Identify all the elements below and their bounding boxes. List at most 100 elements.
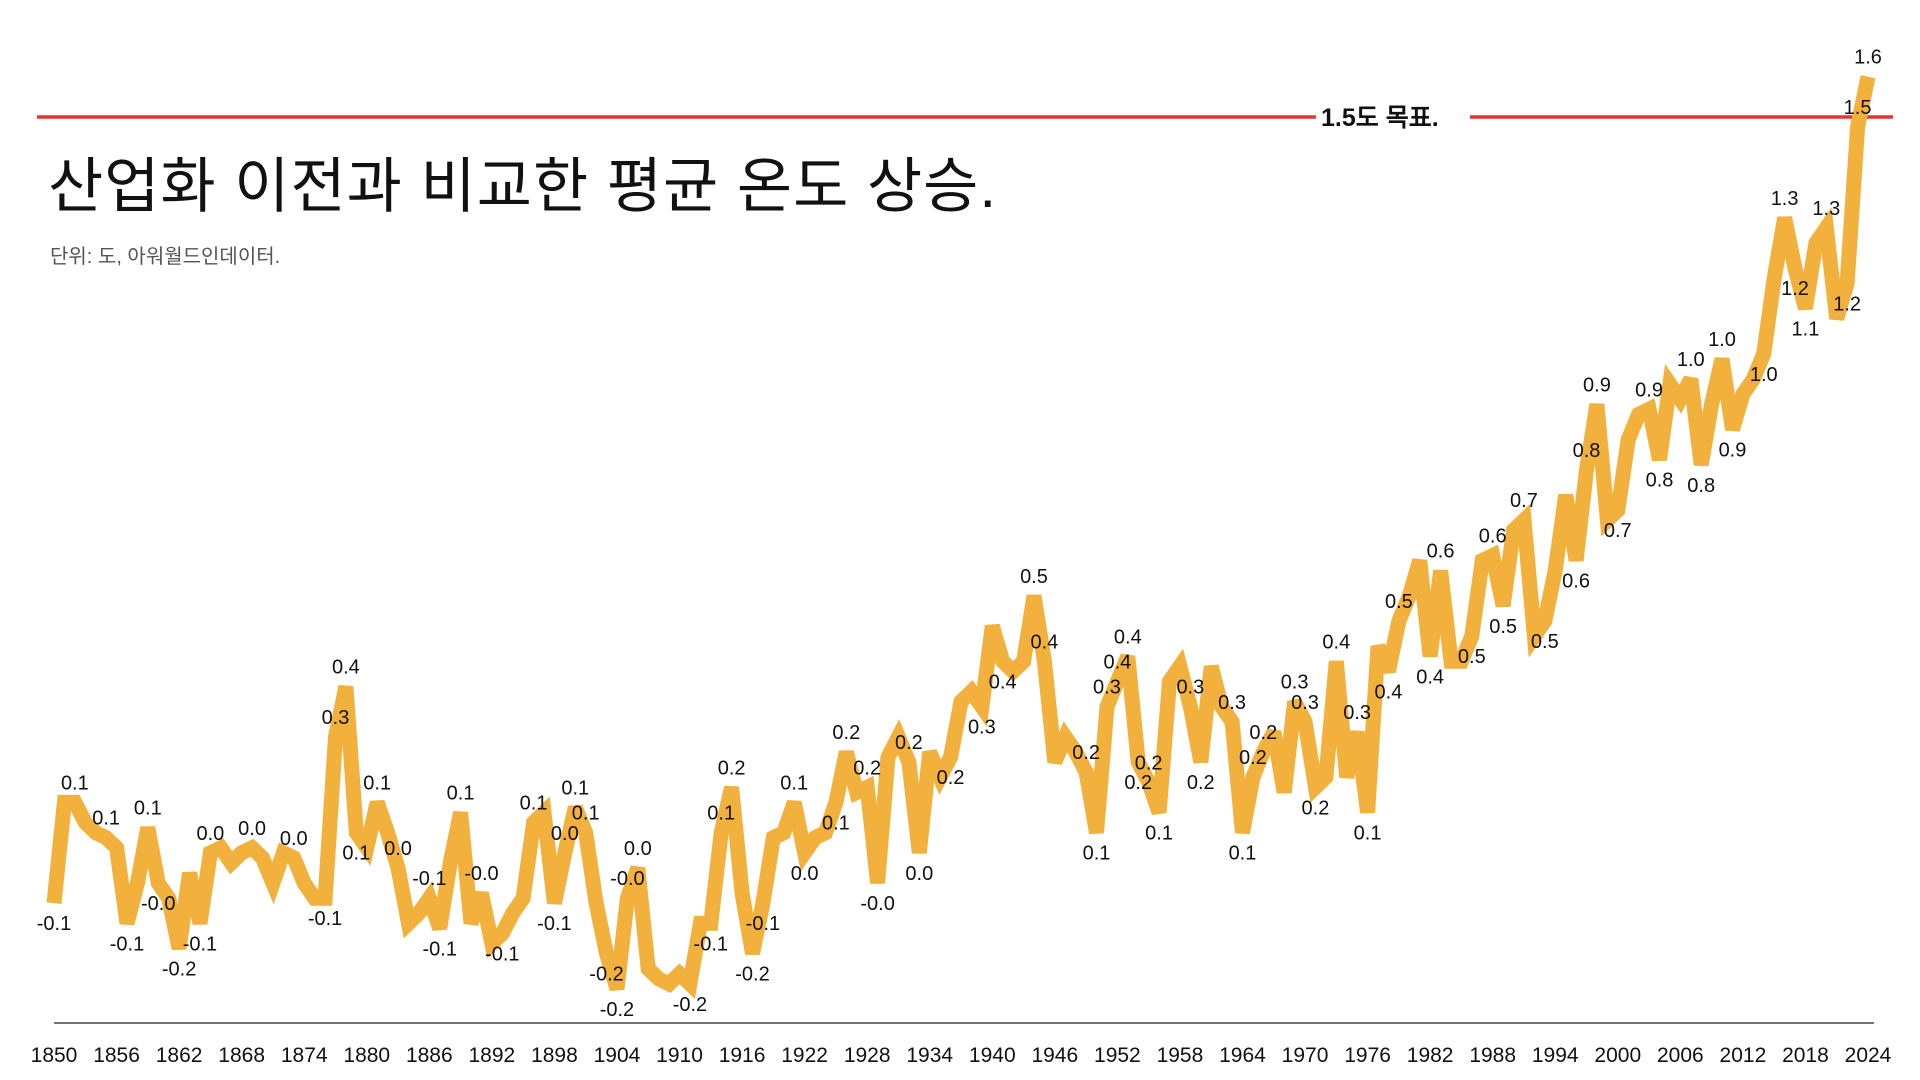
x-tick-label: 2024 bbox=[1845, 1044, 1892, 1067]
x-tick-label: 1994 bbox=[1532, 1044, 1579, 1067]
data-label: 0.1 bbox=[363, 772, 391, 794]
data-label: 0.2 bbox=[853, 757, 881, 779]
data-label: -0.1 bbox=[694, 933, 728, 955]
x-tick-label: 1958 bbox=[1157, 1044, 1204, 1067]
x-tick-label: 2000 bbox=[1594, 1044, 1641, 1067]
data-label: -0.2 bbox=[162, 959, 196, 981]
x-tick-label: 1904 bbox=[594, 1044, 641, 1067]
x-tick-label: 1892 bbox=[469, 1044, 516, 1067]
data-label: 0.2 bbox=[1249, 722, 1277, 744]
data-label: 0.5 bbox=[1489, 616, 1517, 638]
data-label: 0.3 bbox=[968, 717, 996, 739]
x-tick-label: 1916 bbox=[719, 1044, 766, 1067]
data-label: 0.0 bbox=[791, 863, 819, 885]
data-label: 0.3 bbox=[1093, 677, 1121, 699]
chart-subtitle: 단위: 도, 아워월드인데이터. bbox=[50, 246, 281, 268]
temperature-series-line bbox=[46, 75, 1876, 1000]
data-label: 0.7 bbox=[1604, 520, 1632, 542]
data-label: 0.1 bbox=[134, 798, 162, 820]
data-label: -0.1 bbox=[485, 943, 519, 965]
data-label: 1.0 bbox=[1708, 329, 1736, 351]
data-label: 0.1 bbox=[61, 772, 89, 794]
x-tick-label: 1868 bbox=[218, 1044, 265, 1067]
data-label: 1.1 bbox=[1792, 319, 1820, 341]
data-label: -0.1 bbox=[308, 908, 342, 930]
data-label: 0.4 bbox=[1030, 631, 1058, 653]
data-label: 0.4 bbox=[1103, 651, 1131, 673]
x-tick-label: 1874 bbox=[281, 1044, 328, 1067]
data-label: 0.4 bbox=[1416, 666, 1444, 688]
data-label: 0.4 bbox=[1375, 681, 1403, 703]
data-label: 0.1 bbox=[342, 843, 370, 865]
data-label: -0.0 bbox=[141, 893, 175, 915]
data-label: 0.5 bbox=[1531, 631, 1559, 653]
x-tick-label: 1898 bbox=[531, 1044, 578, 1067]
data-label: 0.3 bbox=[1343, 702, 1371, 724]
data-label: 0.9 bbox=[1719, 439, 1747, 461]
data-label: 1.0 bbox=[1750, 364, 1778, 386]
x-tick-label: 2006 bbox=[1657, 1044, 1704, 1067]
data-label: 0.9 bbox=[1583, 374, 1611, 396]
data-labels-group: -0.1 0.1 0.1 -0.1 0.1 -0.0 -0.2 -0.1 0.0 0.0 0.0 -0… bbox=[37, 47, 1882, 1021]
x-tick-label: 1880 bbox=[343, 1044, 390, 1067]
data-label: 0.0 bbox=[905, 863, 933, 885]
data-label: 0.1 bbox=[1354, 823, 1382, 845]
x-tick-label: 1982 bbox=[1407, 1044, 1454, 1067]
data-label: 1.0 bbox=[1677, 349, 1705, 371]
data-label: 0.2 bbox=[895, 732, 923, 754]
data-label: 0.2 bbox=[718, 757, 746, 779]
data-label: 0.3 bbox=[1176, 677, 1204, 699]
data-label: 0.0 bbox=[551, 823, 579, 845]
data-label: -0.2 bbox=[673, 994, 707, 1016]
data-label: -0.1 bbox=[746, 913, 780, 935]
x-tick-label: 1910 bbox=[656, 1044, 703, 1067]
data-label: 1.6 bbox=[1854, 47, 1882, 69]
data-label: -0.2 bbox=[600, 999, 634, 1021]
data-label: -0.1 bbox=[412, 868, 446, 890]
data-label: 0.2 bbox=[1187, 772, 1215, 794]
data-label: 0.1 bbox=[1229, 843, 1257, 865]
data-label: 0.1 bbox=[1083, 843, 1111, 865]
data-label: 0.8 bbox=[1573, 440, 1601, 462]
data-label: 1.2 bbox=[1833, 293, 1861, 315]
data-label: 1.2 bbox=[1781, 278, 1809, 300]
data-label: 0.5 bbox=[1020, 566, 1048, 588]
data-label: 0.2 bbox=[937, 767, 965, 789]
data-label: 0.2 bbox=[1302, 797, 1330, 819]
data-label: 0.8 bbox=[1646, 470, 1674, 492]
data-label: 0.4 bbox=[1322, 631, 1350, 653]
x-tick-label: 1886 bbox=[406, 1044, 453, 1067]
x-tick-label: 1946 bbox=[1031, 1044, 1078, 1067]
data-label: 0.7 bbox=[1510, 490, 1538, 512]
data-label: 0.0 bbox=[196, 823, 224, 845]
data-label: 0.1 bbox=[561, 777, 589, 799]
data-label: -0.0 bbox=[860, 893, 894, 915]
data-label: 0.2 bbox=[1135, 752, 1163, 774]
data-label: -0.0 bbox=[464, 863, 498, 885]
data-label: 0.3 bbox=[1281, 672, 1309, 694]
data-label: 0.2 bbox=[1124, 772, 1152, 794]
data-label: 0.5 bbox=[1385, 591, 1413, 613]
x-tick-label: 1922 bbox=[781, 1044, 828, 1067]
x-tick-label: 1928 bbox=[844, 1044, 891, 1067]
data-label: -0.1 bbox=[110, 933, 144, 955]
data-label: 0.1 bbox=[447, 783, 475, 805]
data-label: 0.6 bbox=[1479, 525, 1507, 547]
data-label: 0.6 bbox=[1427, 541, 1455, 563]
x-tick-label: 1940 bbox=[969, 1044, 1016, 1067]
x-tick-label: 1850 bbox=[31, 1044, 78, 1067]
data-label: 0.5 bbox=[1458, 646, 1486, 668]
target-label: 1.5도 목표. bbox=[1321, 104, 1439, 132]
data-label: 0.9 bbox=[1635, 379, 1663, 401]
data-label: 0.3 bbox=[1291, 692, 1319, 714]
x-tick-label: 1964 bbox=[1219, 1044, 1266, 1067]
data-label: -0.0 bbox=[610, 868, 644, 890]
data-label: 0.1 bbox=[780, 772, 808, 794]
x-tick-label: 1856 bbox=[93, 1044, 140, 1067]
data-label: 0.1 bbox=[707, 803, 735, 825]
data-label: 1.3 bbox=[1812, 198, 1840, 220]
data-label: -0.1 bbox=[423, 938, 457, 960]
x-tick-label: 1988 bbox=[1469, 1044, 1516, 1067]
data-label: -0.2 bbox=[589, 964, 623, 986]
